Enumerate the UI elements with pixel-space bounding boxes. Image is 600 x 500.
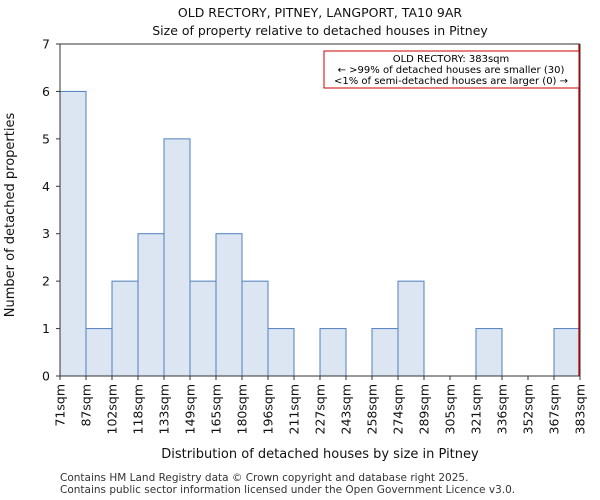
x-tick-label: 165sqm xyxy=(209,384,224,434)
annotation-box: OLD RECTORY: 383sqm ← >99% of detached h… xyxy=(323,50,580,89)
x-tick-label: 258sqm xyxy=(365,384,380,434)
bars xyxy=(59,90,581,377)
x-tick-label: 321sqm xyxy=(469,384,484,434)
y-tick-label: 7 xyxy=(42,37,50,52)
x-tick-label: 180sqm xyxy=(235,384,250,434)
y-tick-label: 0 xyxy=(42,369,50,384)
bar-367sqm xyxy=(553,328,581,377)
y-tick-label: 6 xyxy=(42,84,50,99)
x-tick-label: 383sqm xyxy=(573,384,588,434)
x-tick-label: 196sqm xyxy=(261,384,276,434)
chart-subtitle: Size of property relative to detached ho… xyxy=(152,23,488,38)
x-tick-label: 87sqm xyxy=(79,384,94,427)
y-ticks: 0 1 2 3 4 5 6 7 xyxy=(42,37,60,384)
x-tick-label: 71sqm xyxy=(53,384,68,427)
annotation-line-3: <1% of semi-detached houses are larger (… xyxy=(334,76,568,87)
bar-258sqm xyxy=(371,328,399,377)
x-tick-label: 133sqm xyxy=(157,384,172,434)
x-ticks: 71sqm 87sqm 102sqm 118sqm 133sqm 149sqm 165sqm… xyxy=(53,376,588,434)
x-tick-label: 149sqm xyxy=(183,384,198,434)
x-tick-label: 336sqm xyxy=(495,384,510,434)
footer-line-1: Contains HM Land Registry data © Crown c… xyxy=(60,472,468,484)
bar-149sqm xyxy=(189,280,217,377)
y-tick-label: 5 xyxy=(42,131,50,146)
bar-180sqm xyxy=(241,280,269,377)
bar-133sqm xyxy=(163,138,191,377)
bar-102sqm xyxy=(111,280,139,377)
chart-title: OLD RECTORY, PITNEY, LANGPORT, TA10 9AR xyxy=(178,5,463,20)
bar-165sqm xyxy=(215,233,243,377)
y-tick-label: 3 xyxy=(42,226,50,241)
x-tick-label: 118sqm xyxy=(131,384,146,434)
x-axis-label: Distribution of detached houses by size … xyxy=(161,447,479,462)
y-axis-label: Number of detached properties xyxy=(3,113,18,318)
y-tick-label: 1 xyxy=(42,321,50,336)
x-tick-label: 102sqm xyxy=(105,384,120,434)
bar-196sqm xyxy=(267,328,295,377)
bar-87sqm xyxy=(85,328,113,377)
y-tick-label: 4 xyxy=(42,179,50,194)
bar-321sqm xyxy=(475,328,503,377)
x-tick-label: 227sqm xyxy=(313,384,328,434)
x-tick-label: 243sqm xyxy=(339,384,354,434)
annotation-line-2: ← >99% of detached houses are smaller (3… xyxy=(338,65,565,76)
x-tick-label: 289sqm xyxy=(417,384,432,434)
x-tick-label: 274sqm xyxy=(391,384,406,434)
bar-274sqm xyxy=(397,280,425,377)
bar-71sqm xyxy=(59,90,87,377)
x-tick-label: 352sqm xyxy=(521,384,536,434)
y-tick-label: 2 xyxy=(42,274,50,289)
footer-line-2: Contains public sector information licen… xyxy=(60,484,515,496)
annotation-frame xyxy=(323,50,580,89)
x-tick-label: 367sqm xyxy=(547,384,562,434)
annotation-line-1: OLD RECTORY: 383sqm xyxy=(393,54,510,65)
x-tick-label: 305sqm xyxy=(443,384,458,434)
bar-118sqm xyxy=(137,233,165,377)
bar-227sqm xyxy=(319,328,347,377)
x-tick-label: 211sqm xyxy=(287,384,302,434)
